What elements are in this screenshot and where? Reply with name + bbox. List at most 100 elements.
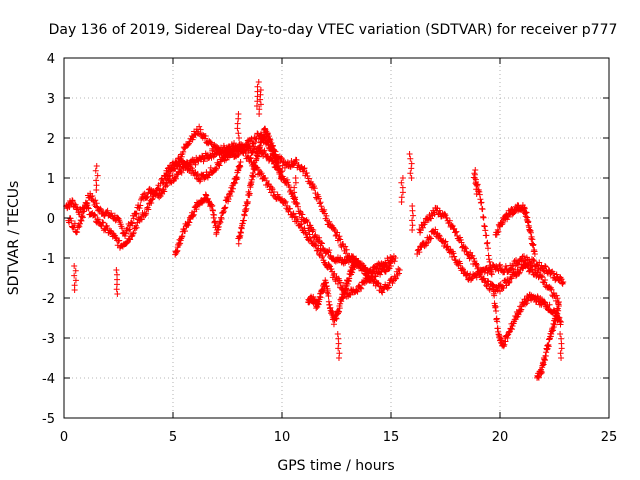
data-point xyxy=(481,223,488,230)
data-point xyxy=(502,338,509,345)
data-point xyxy=(334,331,341,337)
data-point xyxy=(250,140,257,147)
data-point xyxy=(527,229,534,236)
data-point xyxy=(375,280,382,287)
data-point xyxy=(151,190,158,197)
data-point xyxy=(262,174,269,181)
data-point xyxy=(486,285,493,292)
data-point xyxy=(529,236,536,243)
data-point xyxy=(542,262,549,269)
data-point xyxy=(303,169,310,176)
data-point xyxy=(242,208,249,215)
data-point xyxy=(443,215,450,222)
data-point xyxy=(337,279,344,286)
data-point xyxy=(200,158,207,165)
data-point xyxy=(242,149,249,156)
data-point xyxy=(103,209,110,216)
data-point xyxy=(406,151,413,157)
data-point xyxy=(334,280,341,287)
data-point xyxy=(286,205,293,212)
data-point xyxy=(310,293,317,300)
data-point xyxy=(331,270,338,277)
data-point xyxy=(496,262,503,269)
data-point xyxy=(483,232,490,239)
data-point xyxy=(204,195,211,202)
data-point xyxy=(237,159,244,165)
data-point xyxy=(485,245,492,252)
data-point xyxy=(360,279,367,286)
data-point xyxy=(215,223,222,230)
data-point xyxy=(71,220,78,227)
data-point xyxy=(92,212,99,219)
data-point xyxy=(299,211,306,218)
data-point xyxy=(520,253,527,260)
data-point xyxy=(491,292,498,299)
x-axis-label: GPS time / hours xyxy=(277,458,394,474)
data-point xyxy=(374,270,381,277)
data-point xyxy=(499,221,506,228)
data-point xyxy=(389,280,396,287)
data-point xyxy=(69,197,76,204)
data-point xyxy=(264,182,271,189)
data-point xyxy=(304,172,311,179)
data-point xyxy=(446,249,453,256)
data-point xyxy=(539,273,546,280)
data-point xyxy=(336,233,343,240)
data-point xyxy=(555,307,562,314)
data-point xyxy=(423,240,430,247)
data-point xyxy=(252,139,259,146)
data-point xyxy=(257,96,264,103)
data-point xyxy=(89,193,96,200)
data-point xyxy=(72,201,79,208)
data-point xyxy=(143,206,150,213)
data-point xyxy=(395,270,402,277)
data-point xyxy=(515,270,522,277)
data-point xyxy=(409,217,416,224)
data-point xyxy=(261,147,268,154)
data-point xyxy=(231,140,238,147)
data-point xyxy=(531,251,538,257)
data-point xyxy=(488,269,495,276)
data-point xyxy=(550,327,557,334)
data-point xyxy=(408,165,415,172)
data-point xyxy=(483,282,490,289)
data-point xyxy=(241,212,248,219)
data-point xyxy=(310,227,317,234)
data-point xyxy=(87,193,94,200)
data-point xyxy=(309,228,316,235)
data-point xyxy=(558,345,565,352)
data-point xyxy=(312,242,319,249)
data-point xyxy=(212,142,219,149)
data-point xyxy=(196,178,203,185)
data-point xyxy=(92,167,99,174)
data-point xyxy=(516,269,523,276)
data-point xyxy=(523,300,530,307)
data-point xyxy=(161,188,168,195)
data-point xyxy=(167,167,174,174)
data-point xyxy=(540,361,547,368)
data-point xyxy=(357,284,364,291)
data-point xyxy=(141,190,148,197)
data-point xyxy=(93,163,100,169)
y-tick-label: 0 xyxy=(47,212,55,227)
data-point xyxy=(318,203,325,210)
data-point xyxy=(335,355,342,361)
data-point xyxy=(453,228,460,235)
data-point xyxy=(457,260,464,267)
data-point xyxy=(533,262,540,269)
data-point xyxy=(547,285,554,292)
data-point xyxy=(542,277,549,284)
data-point xyxy=(427,235,434,242)
data-point xyxy=(288,157,295,164)
data-point xyxy=(546,301,553,308)
data-point xyxy=(143,210,150,217)
y-tick-label: -4 xyxy=(42,372,55,387)
data-point xyxy=(426,234,433,241)
data-point xyxy=(335,345,342,352)
data-point xyxy=(178,234,185,241)
data-point xyxy=(387,260,394,267)
data-point xyxy=(330,321,337,328)
data-point xyxy=(94,172,101,179)
data-point xyxy=(130,229,137,236)
data-point xyxy=(391,258,398,265)
